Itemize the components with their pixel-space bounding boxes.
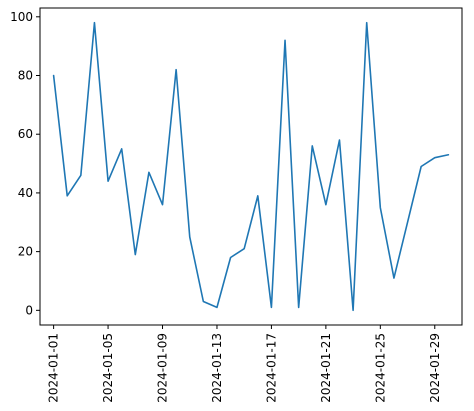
y-tick-label: 0 (25, 303, 33, 317)
plot-border (39, 7, 463, 326)
plot-frame (39, 7, 463, 326)
x-tick-label: 2024-01-05 (101, 333, 115, 403)
y-tick-label: 40 (18, 186, 33, 200)
x-tick-label: 2024-01-21 (319, 333, 333, 403)
x-tick-label: 2024-01-25 (373, 333, 387, 403)
x-tick-label: 2024-01-13 (210, 333, 224, 403)
series-layer (52, 21, 450, 312)
y-tick-label: 100 (10, 10, 33, 24)
series-line (52, 21, 450, 312)
x-tick-label: 2024-01-09 (156, 333, 170, 403)
x-tick-label: 2024-01-17 (264, 333, 278, 403)
y-tick-label: 20 (18, 245, 33, 259)
x-axis: 2024-01-01 2024-01-05 2024-01-09 2024-01-13… (47, 325, 442, 403)
y-tick-label: 80 (18, 69, 33, 83)
x-tick-label: 2024-01-29 (428, 333, 442, 403)
y-axis: 0 20 40 60 80 100 (10, 10, 40, 317)
y-tick-label: 60 (18, 127, 33, 141)
x-tick-label: 2024-01-01 (47, 333, 61, 403)
